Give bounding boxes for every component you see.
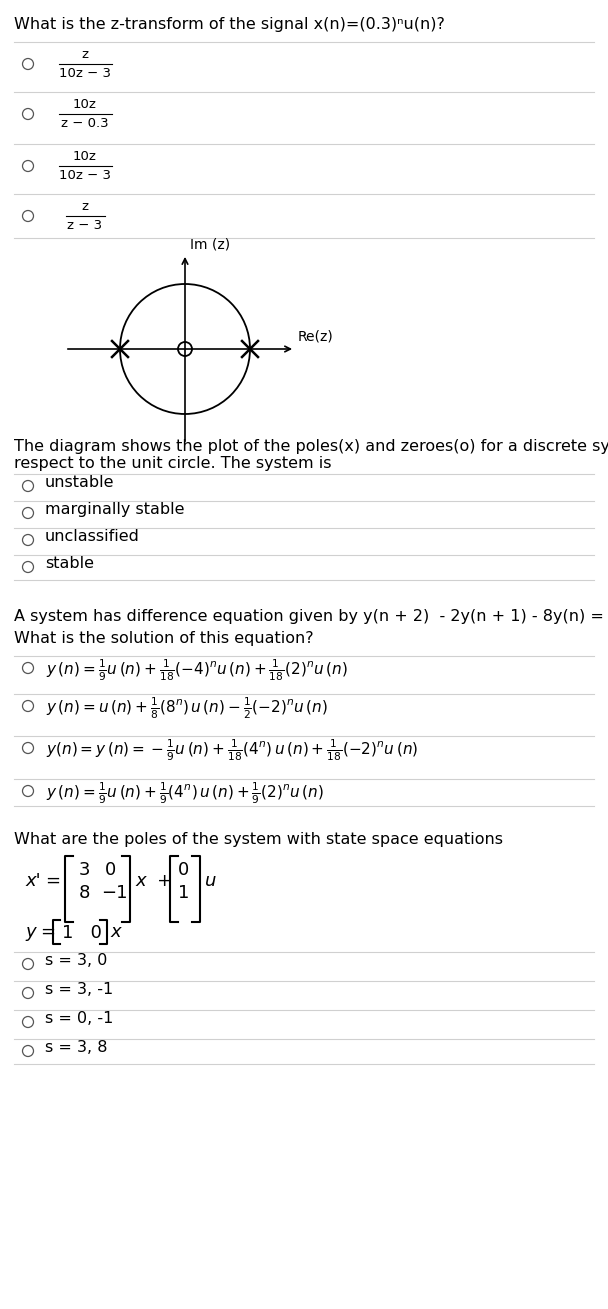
Text: 10z: 10z (73, 98, 97, 111)
Text: 1: 1 (178, 884, 189, 902)
Text: What is the z-transform of the signal x(n)=(0.3)ⁿu(n)?: What is the z-transform of the signal x(… (14, 17, 445, 31)
Text: 0: 0 (105, 861, 116, 880)
Text: =: = (40, 923, 55, 941)
Text: stable: stable (45, 556, 94, 571)
Text: x': x' (25, 872, 41, 890)
Text: z − 3: z − 3 (67, 219, 103, 232)
Text: unstable: unstable (45, 475, 114, 490)
Text: Re(z): Re(z) (298, 330, 334, 344)
Text: 8: 8 (79, 884, 91, 902)
Text: A system has difference equation given by y(n + 2)  - 2y(n + 1) - 8y(n) = u(n): A system has difference equation given b… (14, 609, 608, 624)
Text: 10z − 3: 10z − 3 (59, 169, 111, 182)
Text: What is the solution of this equation?: What is the solution of this equation? (14, 631, 314, 647)
Text: unclassified: unclassified (45, 529, 140, 545)
Text: 1   0: 1 0 (62, 924, 102, 942)
Text: Im (z): Im (z) (190, 238, 230, 253)
Text: s = 3, -1: s = 3, -1 (45, 982, 113, 997)
Text: 0: 0 (178, 861, 189, 880)
Text: y: y (25, 923, 36, 941)
Text: s = 3, 8: s = 3, 8 (45, 1039, 108, 1055)
Text: 10z: 10z (73, 151, 97, 164)
Text: z: z (81, 200, 89, 213)
Text: s = 0, -1: s = 0, -1 (45, 1011, 113, 1026)
Text: s = 3, 0: s = 3, 0 (45, 953, 108, 967)
Text: z: z (81, 48, 89, 62)
Text: z − 0.3: z − 0.3 (61, 117, 109, 130)
Text: =: = (45, 872, 60, 890)
Text: x: x (110, 923, 120, 941)
Text: marginally stable: marginally stable (45, 501, 184, 517)
Text: $y(n)=y\,(n) = -\frac{1}{9}u\,(n) + \frac{1}{18}(4^n)\,u\,(n) + \frac{1}{18}(-2): $y(n)=y\,(n) = -\frac{1}{9}u\,(n) + \fra… (46, 737, 418, 763)
Text: u: u (205, 872, 216, 890)
Text: $y\,(n) = \frac{1}{9}u\,(n) + \frac{1}{9}(4^n)\,u\,(n) + \frac{1}{9}(2)^n u\,(n): $y\,(n) = \frac{1}{9}u\,(n) + \frac{1}{9… (46, 780, 324, 805)
Text: 10z − 3: 10z − 3 (59, 67, 111, 80)
Text: 3: 3 (79, 861, 91, 880)
Text: $y\,(n) = u\,(n) + \frac{1}{8}(8^n)\,u\,(n) - \frac{1}{2}(-2)^n u\,(n)$: $y\,(n) = u\,(n) + \frac{1}{8}(8^n)\,u\,… (46, 695, 328, 720)
Text: $y\,(n) = \frac{1}{9}u\,(n) + \frac{1}{18}(-4)^n u\,(n) + \frac{1}{18}(2)^n u\,(: $y\,(n) = \frac{1}{9}u\,(n) + \frac{1}{1… (46, 657, 348, 682)
Text: x  +: x + (135, 872, 172, 890)
Text: What are the poles of the system with state space equations: What are the poles of the system with st… (14, 833, 503, 847)
Text: The diagram shows the plot of the poles(x) and zeroes(o) for a discrete system w: The diagram shows the plot of the poles(… (14, 439, 608, 471)
Text: −1: −1 (101, 884, 128, 902)
